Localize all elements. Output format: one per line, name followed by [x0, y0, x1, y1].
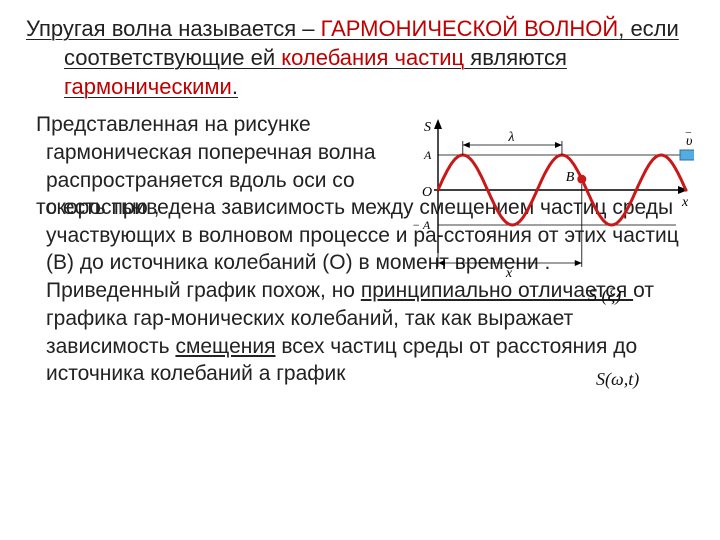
title-term2: колебания частиц [281, 45, 464, 70]
title-p1: Упругая волна называется – [26, 16, 321, 41]
svg-text:υ: υ [686, 134, 692, 149]
definition-title: Упругая волна называется – ГАРМОНИЧЕСКОЙ… [64, 14, 694, 101]
wave-svg: λxBSA− AOx‾υ [394, 111, 694, 281]
svg-text:− A: − A [412, 218, 431, 232]
wave-chart: λxBSA− AOx‾υ [394, 111, 694, 287]
svg-text:A: A [423, 148, 432, 162]
formula-displacement: S (ξ) [588, 284, 621, 308]
svg-text:x: x [505, 266, 513, 281]
title-term3: гармоническими [64, 74, 232, 99]
title-p4: . [232, 74, 238, 99]
content-row: Представленная на рисунке гармоническая … [26, 111, 694, 222]
svg-text:x: x [681, 195, 689, 210]
formula-wave: S(ω,t) [596, 368, 639, 392]
intro-paragraph: Представленная на рисунке гармоническая … [46, 111, 416, 222]
svg-text:λ: λ [507, 130, 514, 145]
title-p3: являются [464, 45, 567, 70]
svg-text:S: S [424, 120, 431, 135]
svg-text:O: O [422, 185, 432, 200]
svg-text:B: B [566, 170, 575, 185]
body-u2: смещения [175, 335, 275, 358]
title-term1: ГАРМОНИЧЕСКОЙ ВОЛНОЙ [321, 16, 619, 41]
